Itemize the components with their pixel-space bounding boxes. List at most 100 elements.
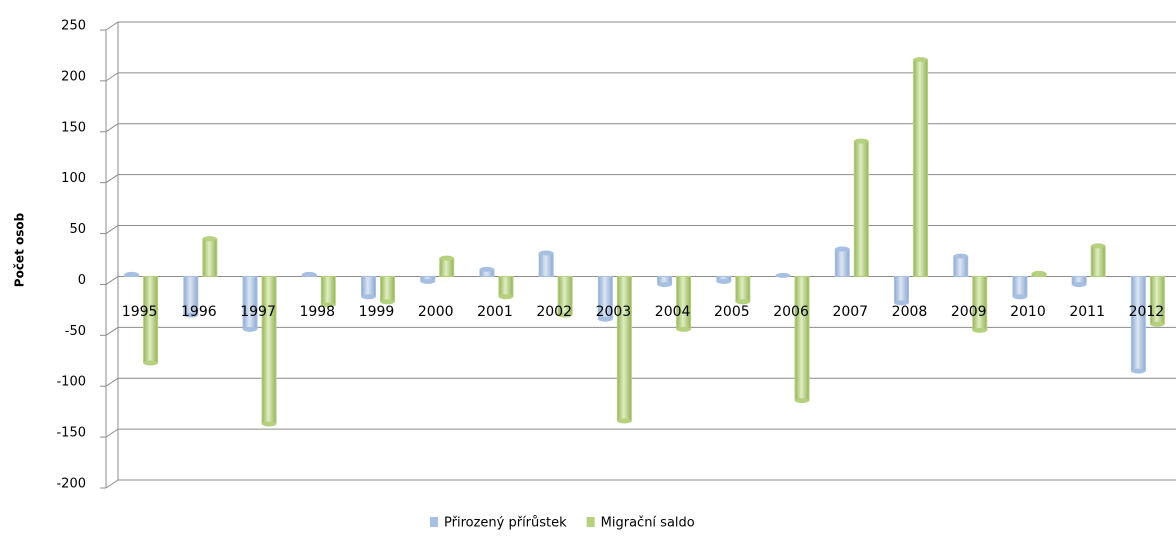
- x-tick-label: 2000: [418, 304, 454, 320]
- bar-cap: [262, 421, 277, 427]
- x-tick-label: 2011: [1069, 304, 1105, 320]
- bar: [794, 275, 810, 402]
- bar-cap: [1012, 294, 1027, 300]
- bar-cap: [420, 279, 435, 285]
- bar-cap: [539, 250, 554, 256]
- grid-line-edge: [105, 123, 119, 133]
- bar: [361, 275, 376, 298]
- x-tick-label: 2010: [1010, 304, 1046, 320]
- x-tick-label: 1998: [299, 304, 335, 320]
- bar-cap: [1031, 270, 1046, 276]
- bar-cap: [617, 418, 632, 424]
- bar: [538, 252, 554, 277]
- bar-cap: [302, 271, 317, 277]
- y-tick-label: -100: [56, 375, 86, 390]
- bar-cap: [953, 253, 968, 259]
- x-tick-label: 1997: [240, 304, 276, 320]
- bar-cap: [854, 138, 869, 144]
- bar-cap: [558, 312, 573, 318]
- bar: [439, 257, 455, 277]
- bar-cap: [439, 255, 454, 261]
- legend-swatch: [430, 517, 438, 527]
- bar: [735, 275, 751, 303]
- bar-cap: [1131, 368, 1146, 374]
- bar: [380, 275, 395, 303]
- grid-line-edge: [105, 428, 119, 438]
- legend-swatch: [586, 517, 595, 527]
- y-tick-label: 50: [69, 222, 86, 237]
- grid-line-edge: [105, 72, 119, 82]
- y-tick-label: 100: [61, 171, 86, 186]
- bar: [676, 275, 692, 330]
- bar-cap: [1091, 243, 1106, 249]
- y-tick-label: 150: [61, 120, 86, 135]
- x-tick-label: 2009: [951, 304, 987, 320]
- bar: [320, 275, 336, 306]
- x-tick-label: 2005: [714, 304, 750, 320]
- y-axis-title: Počet osob: [13, 212, 27, 287]
- bar: [202, 238, 218, 277]
- grid-line-edge: [105, 326, 119, 336]
- x-tick-label: 2003: [596, 304, 632, 320]
- bar-cap: [735, 299, 750, 305]
- bar-cap: [835, 246, 850, 252]
- bar-cap: [894, 300, 909, 306]
- grid-line-edge: [105, 479, 119, 489]
- x-tick-label: 1996: [181, 304, 217, 320]
- bar-cap: [479, 266, 494, 272]
- grid-line-edge: [105, 21, 119, 31]
- bar: [853, 140, 869, 277]
- bar-cap: [913, 57, 928, 63]
- bar: [1012, 275, 1028, 298]
- bar-cap: [243, 326, 258, 332]
- x-tick-label: 1999: [359, 304, 395, 320]
- grid-line-edge: [105, 225, 119, 234]
- bar: [1130, 275, 1146, 372]
- x-tick-label: 2004: [655, 304, 691, 320]
- bar-cap: [321, 302, 336, 308]
- bar: [834, 248, 850, 277]
- y-tick-label: -200: [56, 477, 86, 492]
- y-tick-label: 200: [61, 69, 86, 84]
- bar-cap: [676, 326, 691, 332]
- x-tick-label: 2012: [1129, 304, 1165, 320]
- bar: [616, 275, 632, 422]
- bar: [242, 275, 258, 330]
- legend-label: Přirozený přírůstek: [444, 516, 567, 531]
- bar-cap: [1150, 321, 1165, 327]
- legend-label: Migrační saldo: [601, 516, 695, 531]
- bar-cap: [716, 279, 731, 285]
- bar-cap: [776, 272, 791, 278]
- bar-cap: [183, 312, 198, 318]
- x-tick-label: 1995: [122, 304, 158, 320]
- bar-cap: [361, 294, 376, 300]
- bar-cap: [795, 398, 810, 404]
- grid-line-edge: [105, 174, 119, 184]
- bar: [498, 275, 514, 298]
- grid-line-edge: [105, 377, 119, 387]
- bar: [913, 59, 928, 277]
- x-tick-label: 2001: [477, 304, 513, 320]
- y-tick-label: 0: [78, 273, 86, 288]
- x-tick-label: 2006: [773, 304, 809, 320]
- x-tick-label: 2002: [536, 304, 572, 320]
- bar-cap: [202, 236, 217, 242]
- bar-cap: [143, 360, 158, 366]
- bar-cap: [380, 299, 395, 305]
- bar: [953, 255, 969, 277]
- bar-cap: [598, 316, 613, 322]
- bar-cap: [972, 327, 987, 333]
- x-tick-label: 2008: [892, 304, 928, 320]
- y-tick-label: -150: [56, 426, 86, 441]
- x-tick-label: 2007: [832, 304, 868, 320]
- bar-cap: [124, 271, 139, 277]
- bar-cap: [498, 294, 513, 300]
- bar: [1090, 245, 1106, 277]
- bar: [261, 275, 277, 425]
- grid-line-edge: [105, 276, 119, 285]
- bar-cap: [1072, 282, 1087, 288]
- bar-cap: [657, 282, 672, 288]
- y-tick-label: 250: [61, 19, 86, 34]
- y-tick-label: -50: [65, 324, 86, 339]
